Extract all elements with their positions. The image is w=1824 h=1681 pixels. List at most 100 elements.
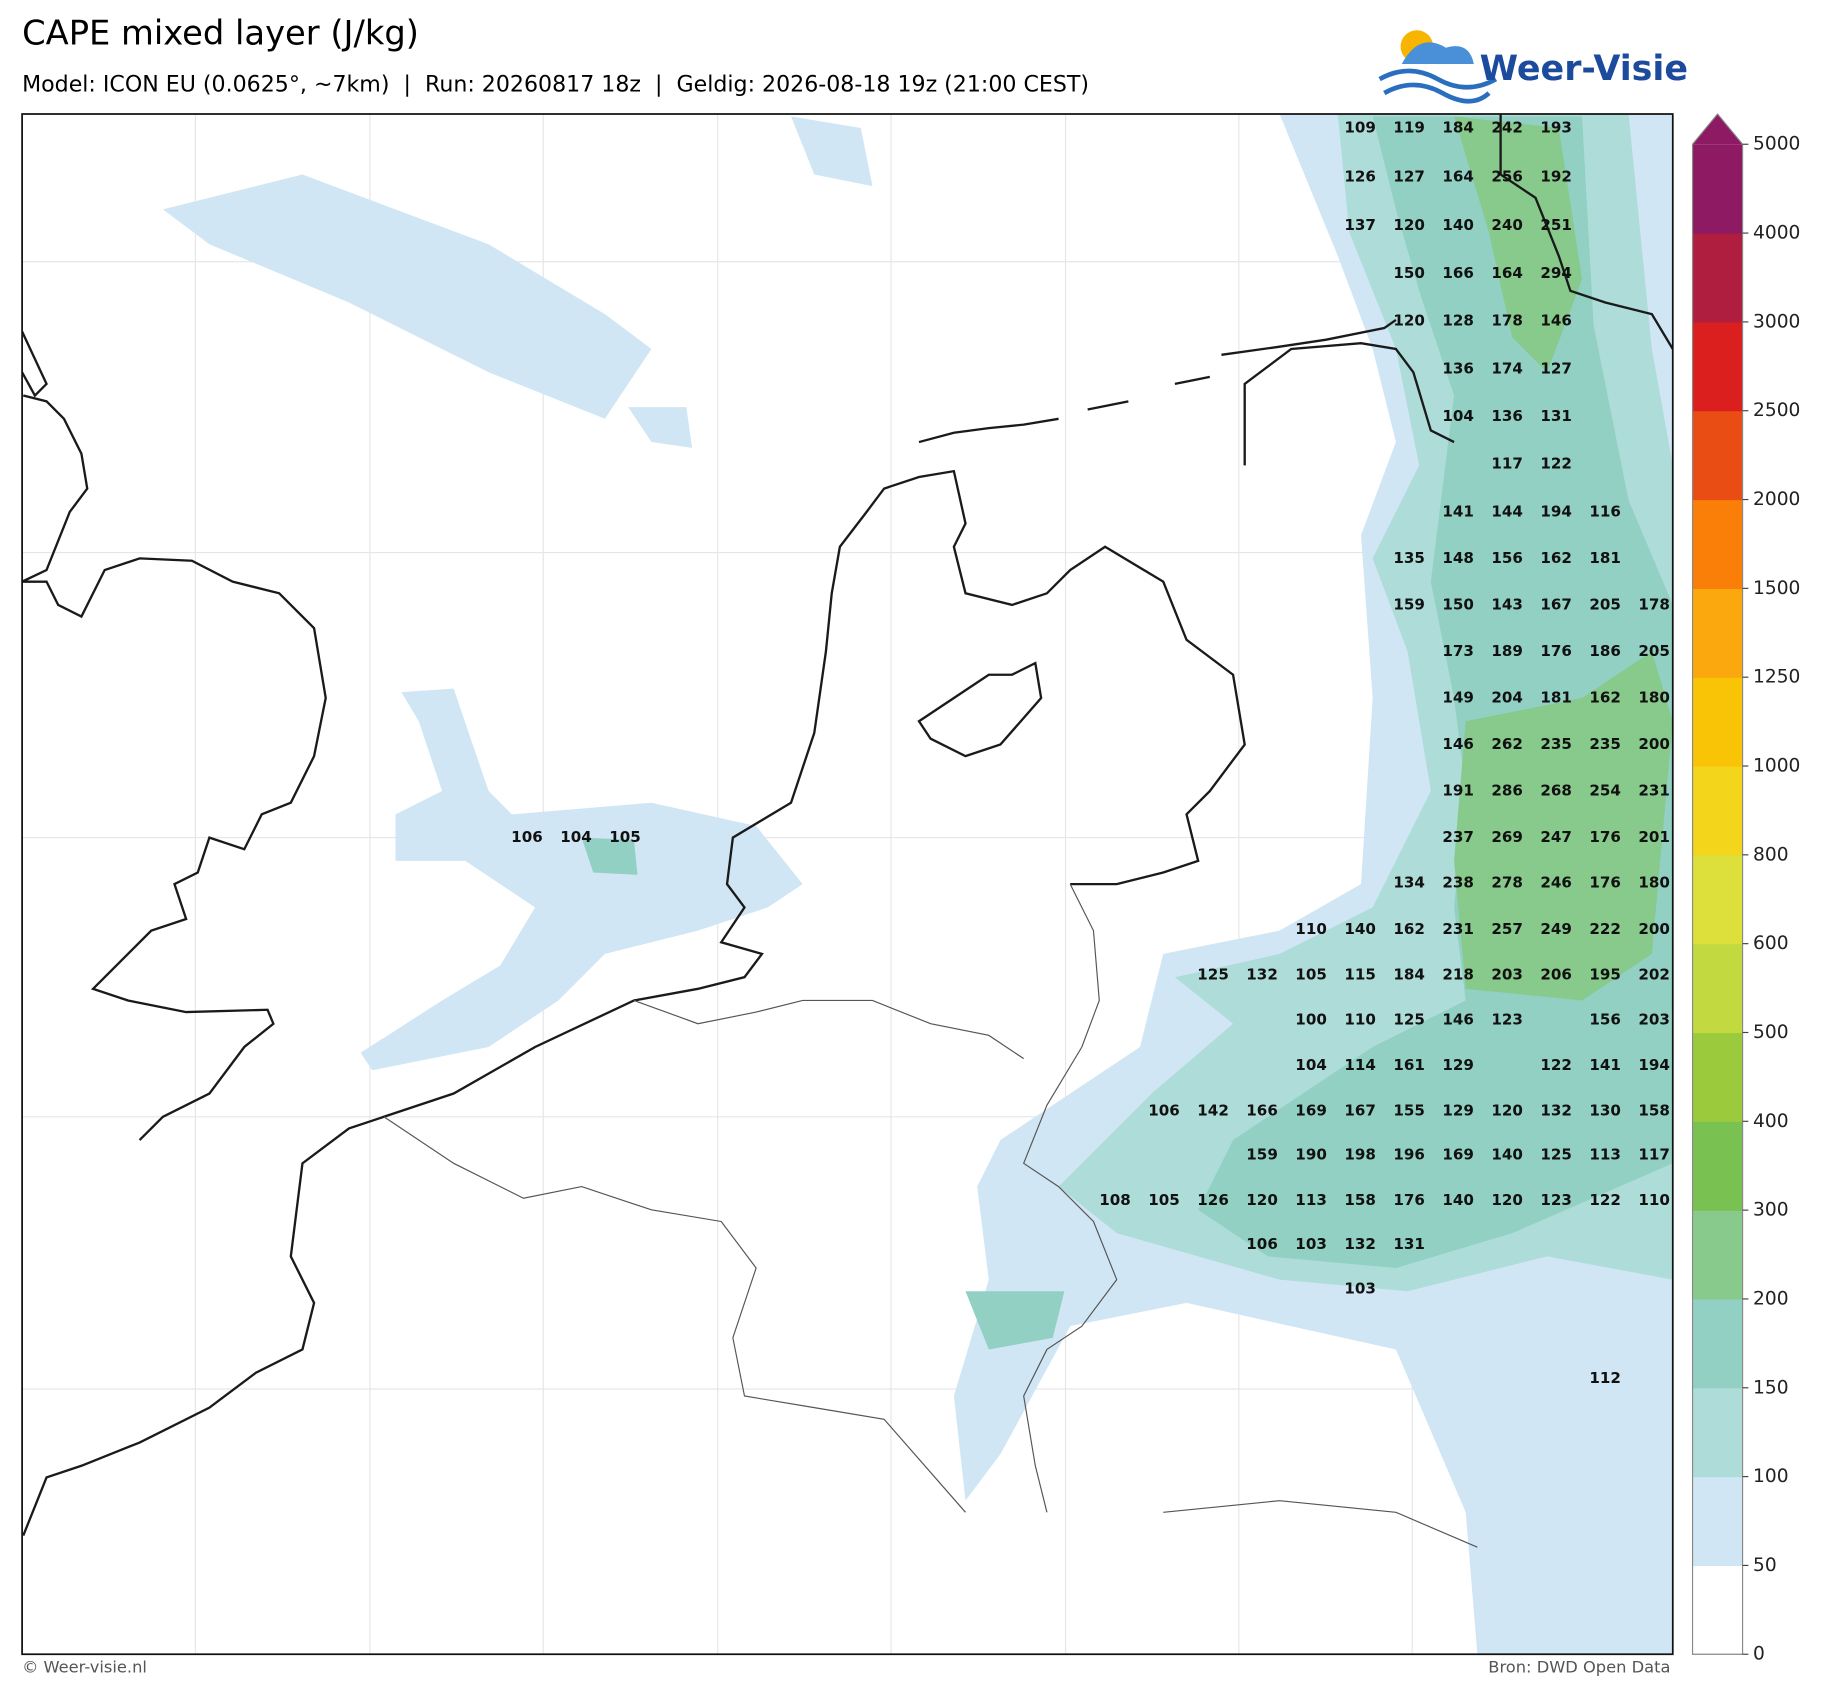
value-label: 122	[1540, 455, 1572, 473]
value-label: 122	[1540, 1056, 1572, 1074]
value-label: 125	[1197, 965, 1229, 983]
value-label: 123	[1540, 1191, 1572, 1209]
value-label: 103	[1344, 1279, 1376, 1297]
colorbar-label: 100	[1753, 1466, 1789, 1487]
value-label: 149	[1442, 688, 1474, 706]
value-label: 155	[1393, 1101, 1425, 1119]
value-label: 166	[1442, 264, 1474, 282]
value-label: 218	[1442, 965, 1474, 983]
colorbar-label: 1250	[1753, 667, 1800, 688]
value-label: 120	[1393, 216, 1425, 234]
value-label: 117	[1491, 455, 1523, 473]
value-label: 146	[1442, 1011, 1474, 1029]
colorbar-label: 2500	[1753, 400, 1800, 421]
value-label: 294	[1540, 264, 1572, 282]
colorbar-segment	[1692, 499, 1743, 589]
value-label: 176	[1589, 828, 1621, 846]
title: CAPE mixed layer (J/kg)	[22, 13, 419, 52]
value-label: 205	[1638, 642, 1670, 660]
colorbar-extend-arrow	[1692, 114, 1743, 145]
value-label: 237	[1442, 828, 1474, 846]
value-label: 104	[1295, 1056, 1327, 1074]
value-label: 103	[1295, 1235, 1327, 1253]
value-label: 262	[1491, 735, 1523, 753]
colorbar-label: 800	[1753, 844, 1789, 865]
value-label: 257	[1491, 920, 1523, 938]
colorbar-label: 1000	[1753, 756, 1800, 777]
value-label: 132	[1246, 965, 1278, 983]
colorbar-label: 200	[1753, 1288, 1789, 1309]
value-label: 140	[1491, 1146, 1523, 1164]
colorbar: 0 50 100 150 200 300 400 500 600 800 1000 1250 1500 2…	[1691, 113, 1800, 1665]
value-label: 181	[1589, 549, 1621, 567]
value-label: 137	[1344, 216, 1376, 234]
colorbar-segment	[1692, 854, 1743, 945]
value-label: 130	[1589, 1101, 1621, 1119]
logo: Weer-Visie	[1378, 30, 1688, 104]
value-label: 150	[1393, 264, 1425, 282]
value-label: 204	[1491, 688, 1523, 706]
value-label: 268	[1540, 782, 1572, 800]
cape-shading	[162, 114, 1673, 1655]
value-label: 198	[1344, 1146, 1376, 1164]
value-label: 180	[1638, 873, 1670, 891]
value-label: 120	[1491, 1101, 1523, 1119]
value-label: 146	[1540, 312, 1572, 330]
value-label: 132	[1540, 1101, 1572, 1119]
value-label: 131	[1540, 407, 1572, 425]
value-label: 105	[609, 828, 641, 846]
colorbar-segment	[1692, 1121, 1743, 1211]
value-label: 134	[1393, 873, 1425, 891]
colorbar-label: 600	[1753, 933, 1789, 954]
value-label: 203	[1638, 1011, 1670, 1029]
logo-cloud	[1401, 42, 1474, 64]
value-label: 140	[1344, 920, 1376, 938]
colorbar-label: 300	[1753, 1200, 1789, 1221]
value-label: 120	[1393, 312, 1425, 330]
value-label: 158	[1344, 1191, 1376, 1209]
value-label: 186	[1589, 642, 1621, 660]
value-label: 169	[1442, 1146, 1474, 1164]
colorbar-segment	[1692, 233, 1743, 323]
value-label: 127	[1393, 167, 1425, 185]
value-label: 128	[1442, 312, 1474, 330]
colorbar-label: 5000	[1753, 134, 1800, 155]
value-label: 176	[1393, 1191, 1425, 1209]
value-label: 156	[1589, 1011, 1621, 1029]
colorbar-label: 150	[1753, 1377, 1789, 1398]
subtitle: Model: ICON EU (0.0625°, ~7km) | Run: 20…	[22, 71, 1089, 97]
value-label: 238	[1442, 873, 1474, 891]
value-label: 110	[1295, 920, 1327, 938]
value-label: 108	[1099, 1191, 1131, 1209]
value-label: 249	[1540, 920, 1572, 938]
value-label: 174	[1491, 359, 1523, 377]
colorbar-segment	[1692, 677, 1743, 767]
value-label: 148	[1442, 549, 1474, 567]
value-label: 156	[1491, 549, 1523, 567]
value-label: 126	[1197, 1191, 1229, 1209]
value-label: 104	[1442, 407, 1474, 425]
value-label: 196	[1393, 1146, 1425, 1164]
value-label: 181	[1540, 688, 1572, 706]
value-label: 116	[1589, 502, 1621, 520]
value-label: 129	[1442, 1101, 1474, 1119]
colorbar-label: 2000	[1753, 489, 1800, 510]
value-label: 278	[1491, 873, 1523, 891]
colorbar-label: 500	[1753, 1022, 1789, 1043]
value-label: 240	[1491, 216, 1523, 234]
value-label: 132	[1344, 1235, 1376, 1253]
colorbar-label: 0	[1753, 1644, 1765, 1665]
value-label: 231	[1442, 920, 1474, 938]
value-label: 113	[1589, 1146, 1621, 1164]
colorbar-segment	[1692, 766, 1743, 856]
value-label: 242	[1491, 118, 1523, 136]
colorbar-segment	[1692, 321, 1743, 412]
colorbar-segment	[1692, 943, 1743, 1034]
value-label: 200	[1638, 735, 1670, 753]
value-label: 162	[1393, 920, 1425, 938]
value-label: 205	[1589, 595, 1621, 613]
value-label: 105	[1148, 1191, 1180, 1209]
colorbar-segment	[1692, 1387, 1743, 1478]
value-label: 178	[1638, 595, 1670, 613]
